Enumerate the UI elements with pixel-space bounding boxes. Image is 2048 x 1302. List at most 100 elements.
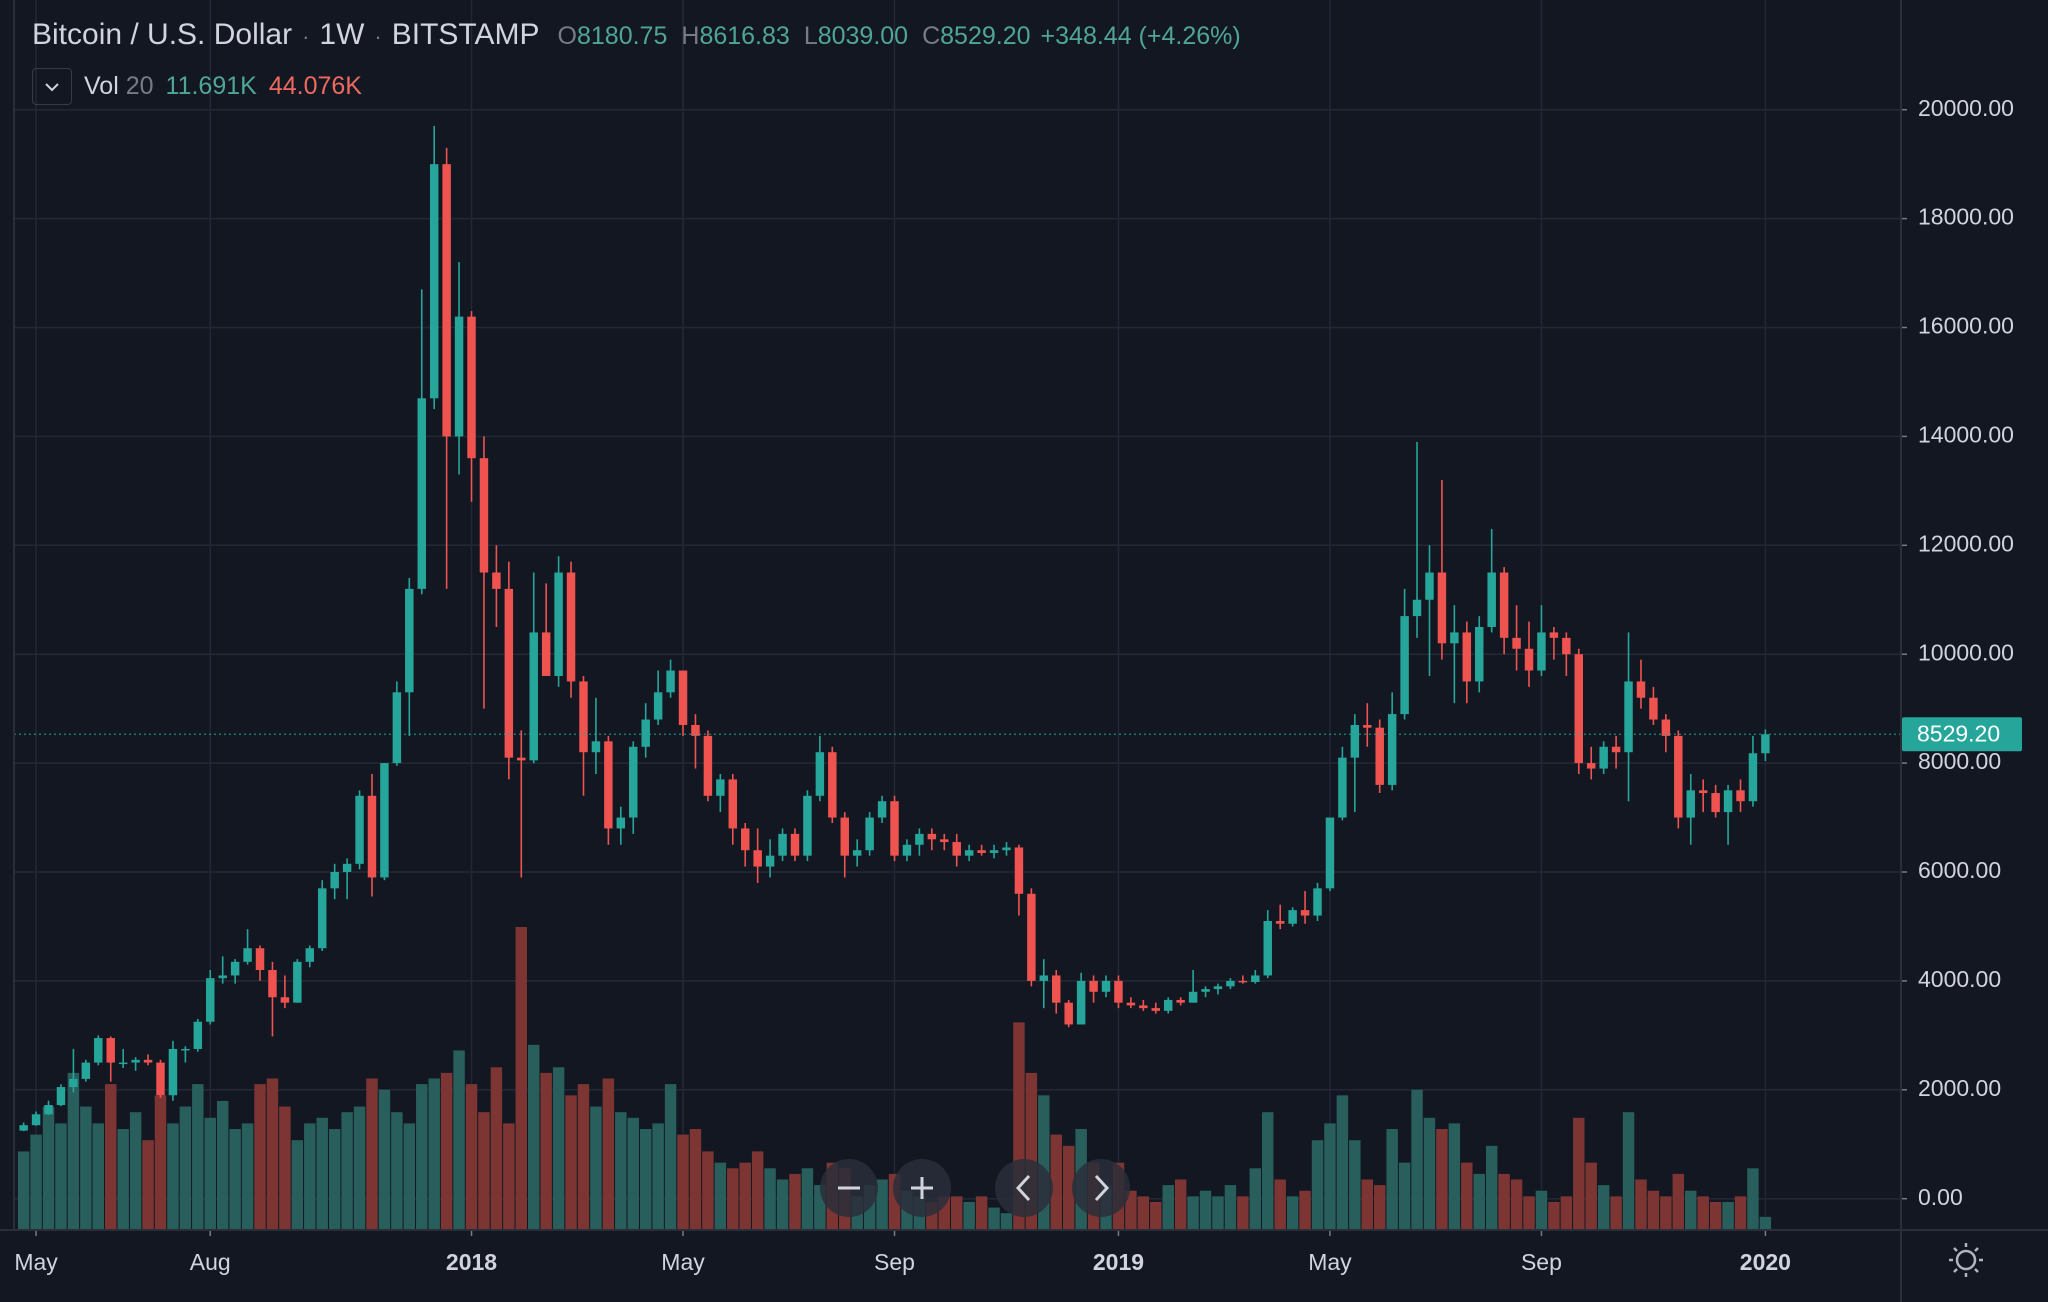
candle-body	[168, 1048, 178, 1096]
study-period: 20	[125, 72, 154, 100]
volume-bar	[577, 1084, 590, 1230]
candle-body	[1226, 980, 1235, 987]
candle-body	[467, 316, 476, 459]
volume-bar	[105, 1084, 117, 1230]
volume-bar	[1025, 1072, 1038, 1230]
candle-body	[1114, 980, 1123, 1003]
volume-bar	[1734, 1196, 1747, 1230]
candle-body	[1475, 626, 1484, 682]
candle-body	[1611, 746, 1621, 753]
candle-body	[1176, 999, 1185, 1003]
x-tick-label: 2019	[1093, 1249, 1144, 1275]
candle-body	[442, 164, 451, 437]
candle-body	[1313, 888, 1322, 916]
volume-bar	[465, 1084, 478, 1230]
candle-body	[703, 735, 713, 796]
candle-body	[81, 1062, 91, 1079]
candle-body	[554, 572, 563, 676]
volume-bar	[963, 1201, 975, 1230]
volume-bar	[714, 1162, 727, 1230]
legend-header: Bitcoin / U.S. Dollar · 1W · BITSTAMP O8…	[32, 18, 1241, 51]
candle-body	[454, 316, 464, 437]
candle-body	[591, 741, 601, 753]
ohlc-value: 8616.83	[699, 22, 790, 50]
y-tick-label: 2000.00	[1918, 1075, 2001, 1101]
settings-button[interactable]	[1949, 1243, 1983, 1277]
candle-body	[293, 961, 302, 1003]
candle-body	[852, 850, 862, 856]
volume-bar	[528, 1044, 540, 1230]
volume-bar	[739, 1162, 751, 1230]
volume-bar	[167, 1123, 179, 1230]
candle-body	[355, 795, 364, 864]
candle-body	[1537, 632, 1546, 671]
candle-body	[342, 863, 352, 872]
candle-body	[305, 948, 315, 962]
scroll-left-button[interactable]	[995, 1159, 1053, 1217]
volume-bar	[652, 1123, 664, 1230]
candle-body	[1163, 999, 1173, 1011]
collapse-button[interactable]	[32, 68, 72, 105]
candle-body	[479, 458, 489, 573]
candle-body	[1450, 632, 1459, 644]
candle-body	[1512, 637, 1521, 649]
volume-bar	[938, 1196, 950, 1230]
candle-body	[1649, 697, 1658, 720]
volume-bar	[55, 1123, 67, 1230]
candle-body	[1375, 727, 1384, 785]
volume-bar	[241, 1123, 254, 1230]
ohlc-item: H8616.83	[681, 22, 789, 51]
volume-bar	[1722, 1201, 1734, 1230]
volume-bar	[1050, 1134, 1062, 1230]
volume-bar	[1137, 1196, 1150, 1230]
x-tick-label: Aug	[190, 1249, 231, 1275]
candle-body	[1425, 572, 1434, 600]
scroll-right-button[interactable]	[1072, 1159, 1130, 1217]
volume-bar	[1224, 1185, 1237, 1230]
volume-bar	[440, 1072, 453, 1230]
candle-body	[753, 850, 762, 867]
volume-bar	[602, 1078, 615, 1230]
exchange: BITSTAMP	[391, 18, 540, 51]
volume-bar	[702, 1151, 714, 1230]
volume-bar	[1498, 1173, 1510, 1230]
y-tick-label: 12000.00	[1918, 530, 2014, 556]
volume-bar	[975, 1196, 988, 1230]
zoom-in-button[interactable]	[893, 1159, 951, 1217]
volume-bar	[1635, 1179, 1647, 1230]
candle-body	[69, 1078, 78, 1088]
volume-bar	[1373, 1185, 1386, 1230]
candle-body	[31, 1114, 41, 1126]
symbol-title: Bitcoin / U.S. Dollar	[32, 18, 293, 51]
volume-bar	[1199, 1190, 1212, 1230]
volume-bar	[30, 1134, 42, 1230]
candle-body	[1387, 714, 1397, 785]
candle-body	[1549, 632, 1559, 638]
candle-body	[1412, 599, 1422, 617]
candle-body	[193, 1021, 203, 1049]
volume-bar	[1709, 1201, 1722, 1230]
candle-body	[1624, 681, 1633, 753]
volume-bar	[565, 1095, 577, 1230]
volume-bar	[1697, 1196, 1709, 1230]
candle-body	[1499, 572, 1509, 638]
volume-bar	[1174, 1179, 1187, 1230]
candle-body	[206, 978, 215, 1022]
ohlc-item: C8529.20	[922, 22, 1030, 51]
candle-body	[280, 997, 290, 1003]
candle-body	[989, 850, 999, 853]
volume-bar	[677, 1134, 689, 1230]
candle-body	[940, 839, 949, 843]
volume-bar	[1336, 1095, 1349, 1230]
y-tick-label: 6000.00	[1918, 857, 2001, 883]
candle-body	[952, 842, 961, 856]
volume-bar	[266, 1078, 279, 1230]
volume-bar	[416, 1084, 428, 1230]
volume-bar	[1473, 1173, 1485, 1230]
ohlc-key: L	[803, 22, 818, 50]
volume-bar	[229, 1129, 241, 1230]
zoom-out-button[interactable]	[820, 1159, 878, 1217]
volume-bar	[1150, 1201, 1162, 1230]
study-name: Vol	[84, 72, 119, 100]
volume-bar	[1162, 1185, 1174, 1230]
